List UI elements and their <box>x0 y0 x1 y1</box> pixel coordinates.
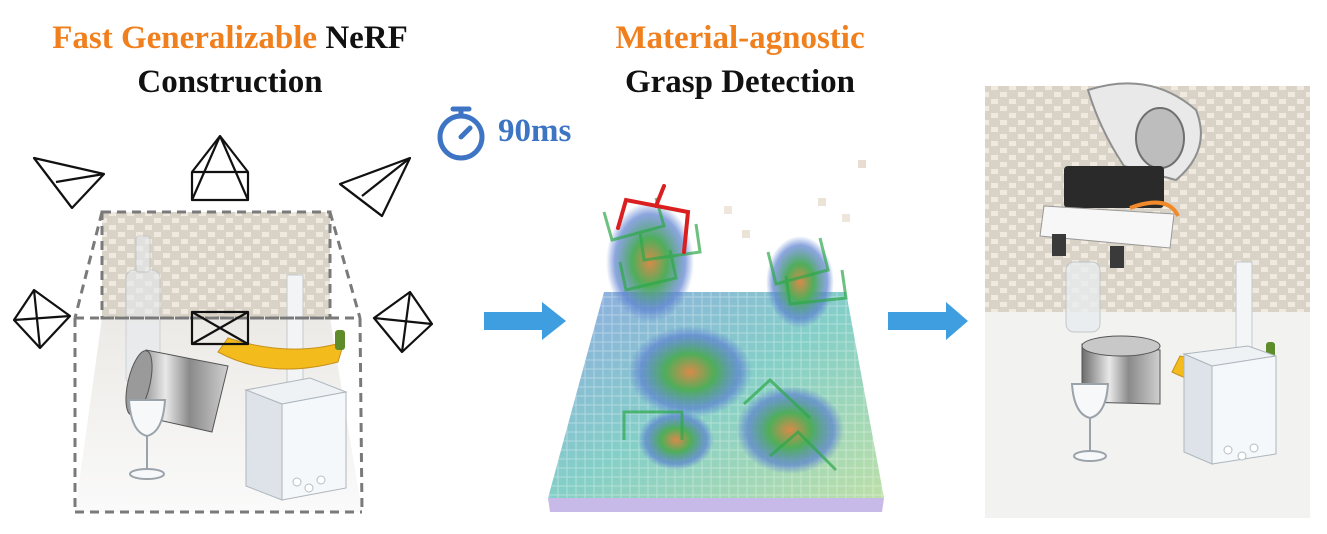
grasp-candidates <box>602 197 848 472</box>
stopwatch-icon <box>437 106 485 161</box>
nerf-volume-outline <box>73 210 364 514</box>
camera-frustum-icon <box>12 288 72 350</box>
arrow-right-icon <box>888 302 968 340</box>
wine-glass <box>127 399 167 480</box>
stage2-title-line2: Grasp Detection <box>624 64 856 100</box>
scene-photo <box>75 212 362 512</box>
camera-frustum-icon <box>372 290 434 354</box>
camera-frustum-icon <box>338 156 412 218</box>
timer-label: 90ms <box>498 113 572 149</box>
stage1-title-rest: NeRF <box>325 20 408 56</box>
stage1-title: Fast Generalizable NeRF Construction <box>0 16 460 104</box>
acrylic-block <box>244 377 348 501</box>
stage2-title-highlight: Material-agnostic <box>615 20 865 56</box>
best-grasp-pose <box>616 184 691 254</box>
camera-frustum-icon <box>32 156 106 210</box>
measuring-cylinder <box>286 274 304 391</box>
stage1-title-highlight: Fast Generalizable <box>52 20 318 56</box>
stage2-title: Material-agnostic Grasp Detection <box>560 16 920 104</box>
camera-frustum-icon <box>190 134 250 202</box>
stage1-title-line2: Construction <box>137 64 323 100</box>
voxel-grid <box>548 160 884 512</box>
banana <box>217 337 345 370</box>
camera-frustum-icon <box>190 310 250 346</box>
robot-grasp-photo <box>985 82 1310 518</box>
arrow-right-icon <box>484 302 566 340</box>
